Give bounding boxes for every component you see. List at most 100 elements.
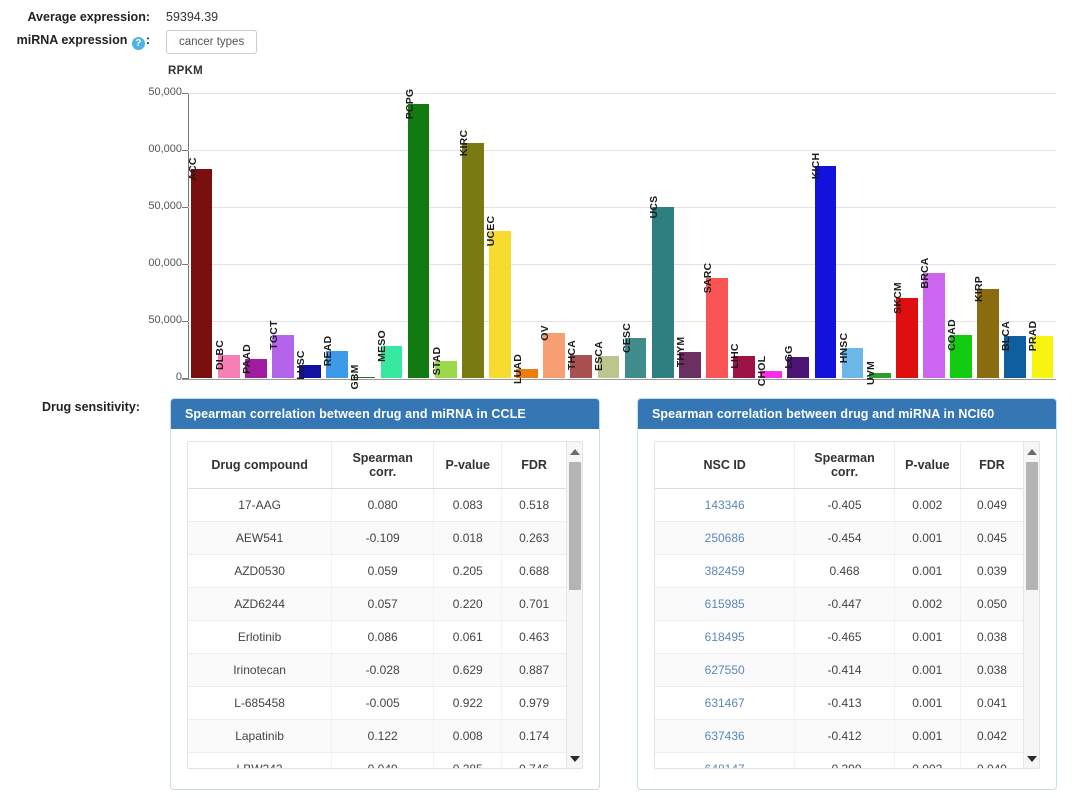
- scroll-down-icon[interactable]: [1024, 751, 1040, 766]
- column-header[interactable]: NSC ID: [655, 442, 796, 489]
- cancer-types-button[interactable]: cancer types: [166, 30, 258, 54]
- column-header[interactable]: Drug compound: [188, 442, 333, 489]
- nsc-id-link[interactable]: 143346: [655, 488, 796, 522]
- bar-brca[interactable]: BRCA: [919, 258, 945, 378]
- table-row[interactable]: AZD0530 0.059 0.205 0.688: [188, 554, 566, 588]
- bar-prad[interactable]: PRAD: [1027, 321, 1054, 378]
- table-cell: 0.049: [331, 752, 435, 768]
- bar-meso[interactable]: MESO: [376, 330, 403, 378]
- table-row[interactable]: AEW541 -0.109 0.018 0.263: [188, 521, 566, 555]
- bar-lihc[interactable]: LIHC: [729, 344, 755, 378]
- x-axis-line: [182, 379, 1056, 380]
- bar-thym[interactable]: THYM: [675, 337, 701, 378]
- bar-sarc[interactable]: SARC: [702, 262, 728, 378]
- table-cell: AZD6244: [188, 587, 333, 621]
- table-cell: -0.413: [794, 686, 895, 720]
- bar-esca[interactable]: ESCA: [593, 341, 620, 378]
- bar-label-skcm: SKCM: [891, 281, 904, 314]
- bar-kich[interactable]: KICH: [810, 153, 837, 378]
- y-tick-label: 50,000: [148, 200, 182, 212]
- scroll-down-icon[interactable]: [567, 751, 583, 766]
- y-tick-label: 00,000: [148, 143, 182, 155]
- bar-hnsc[interactable]: HNSC: [838, 333, 864, 378]
- table-row[interactable]: Lapatinib 0.122 0.008 0.174: [188, 719, 566, 753]
- table-row[interactable]: 250686 -0.454 0.001 0.045: [655, 521, 1023, 555]
- bar-read[interactable]: READ: [322, 336, 349, 378]
- bar-label-gbm: GBM: [349, 364, 362, 390]
- bar-acc[interactable]: ACC: [187, 158, 213, 378]
- column-header[interactable]: FDR: [960, 442, 1023, 489]
- table-cell: -0.465: [794, 620, 895, 654]
- scrollbar-thumb[interactable]: [1026, 462, 1038, 590]
- bar-stad[interactable]: STAD: [431, 347, 457, 378]
- bar-ucec[interactable]: UCEC: [485, 216, 511, 378]
- nsc-id-link[interactable]: 618495: [655, 620, 796, 654]
- table-row[interactable]: L-685458 -0.005 0.922 0.979: [188, 686, 566, 720]
- y-tick-mark: [182, 321, 188, 322]
- table-cell: Lapatinib: [188, 719, 333, 753]
- table-row[interactable]: 618495 -0.465 0.001 0.038: [655, 620, 1023, 654]
- scrollbar-thumb[interactable]: [569, 462, 581, 590]
- bar-coad[interactable]: COAD: [946, 319, 972, 378]
- bar-pcpg[interactable]: PCPG: [404, 89, 430, 378]
- nsc-id-link[interactable]: 631467: [655, 686, 796, 720]
- bar-thca[interactable]: THCA: [566, 340, 593, 378]
- table-row[interactable]: 631467 -0.413 0.001 0.041: [655, 686, 1023, 720]
- table-cell: 0.080: [331, 488, 435, 522]
- nsc-id-link[interactable]: 637436: [655, 719, 796, 753]
- nci60-scrollbar[interactable]: [1023, 442, 1039, 768]
- table-row[interactable]: 382459 0.468 0.001 0.039: [655, 554, 1023, 588]
- table-row[interactable]: Erlotinib 0.086 0.061 0.463: [188, 620, 566, 654]
- bar-dlbc[interactable]: DLBC: [214, 340, 240, 378]
- column-header[interactable]: P-value: [894, 442, 961, 489]
- nsc-id-link[interactable]: 382459: [655, 554, 796, 588]
- table-row[interactable]: 143346 -0.405 0.002 0.049: [655, 488, 1023, 522]
- column-header[interactable]: P-value: [433, 442, 503, 489]
- mirna-colon: :: [145, 33, 150, 47]
- column-header[interactable]: Spearman corr.: [331, 442, 435, 489]
- bar-tgct[interactable]: TGCT: [268, 321, 294, 378]
- table-row[interactable]: AZD6244 0.057 0.220 0.701: [188, 587, 566, 621]
- column-header[interactable]: Spearman corr.: [794, 442, 895, 489]
- table-row[interactable]: 637436 -0.412 0.001 0.042: [655, 719, 1023, 753]
- ccle-table: Drug compound Spearman corr. P-value FDR 17…: [188, 442, 566, 768]
- bar-label-ucs: UCS: [647, 195, 660, 219]
- nsc-id-link[interactable]: 627550: [655, 653, 796, 687]
- bar-label-paad: PAAD: [240, 344, 253, 375]
- bar-gbm[interactable]: GBM: [349, 364, 376, 389]
- nsc-id-link[interactable]: 615985: [655, 587, 796, 621]
- bar-luad[interactable]: LUAD: [512, 354, 538, 384]
- bar-ucs[interactable]: UCS: [648, 196, 674, 378]
- table-row[interactable]: 615985 -0.447 0.002 0.050: [655, 587, 1023, 621]
- table-cell: 0.701: [501, 587, 566, 621]
- table-row[interactable]: 627550 -0.414 0.001 0.038: [655, 653, 1023, 687]
- table-cell: -0.414: [794, 653, 895, 687]
- help-icon[interactable]: ?: [131, 37, 145, 50]
- table-row[interactable]: Irinotecan -0.028 0.629 0.887: [188, 653, 566, 687]
- table-cell: 0.086: [331, 620, 435, 654]
- scroll-up-icon[interactable]: [1024, 444, 1040, 459]
- ccle-scrollbar[interactable]: [566, 442, 582, 768]
- table-row[interactable]: 17-AAG 0.080 0.083 0.518: [188, 488, 566, 522]
- bar-kirp[interactable]: KIRP: [973, 276, 1000, 378]
- nsc-id-link[interactable]: 648147: [655, 752, 796, 768]
- bar-skcm[interactable]: SKCM: [892, 282, 918, 378]
- nsc-id-link[interactable]: 250686: [655, 521, 796, 555]
- scroll-up-icon[interactable]: [567, 444, 583, 459]
- header-block: Average expression: 59394.39 miRNA expre…: [0, 0, 1080, 66]
- bar-blca[interactable]: BLCA: [1000, 321, 1027, 378]
- bar-lgg[interactable]: LGG: [783, 345, 810, 378]
- bar-label-esca: ESCA: [593, 340, 606, 371]
- bar-lusc[interactable]: LUSC: [295, 350, 321, 380]
- bar-uvm[interactable]: UVM: [865, 361, 891, 385]
- bar-cesc[interactable]: CESC: [621, 323, 647, 378]
- table-row[interactable]: LBW2420.0490.2850.746: [188, 752, 566, 768]
- bar-paad[interactable]: PAAD: [241, 344, 267, 378]
- table-cell: Erlotinib: [188, 620, 333, 654]
- bar-kirc[interactable]: KIRC: [458, 130, 484, 378]
- column-header[interactable]: FDR: [501, 442, 566, 489]
- nci60-panel: Spearman correlation between drug and mi…: [637, 398, 1057, 790]
- bar-ov[interactable]: OV: [539, 325, 566, 378]
- bar-chol[interactable]: CHOL: [756, 355, 783, 386]
